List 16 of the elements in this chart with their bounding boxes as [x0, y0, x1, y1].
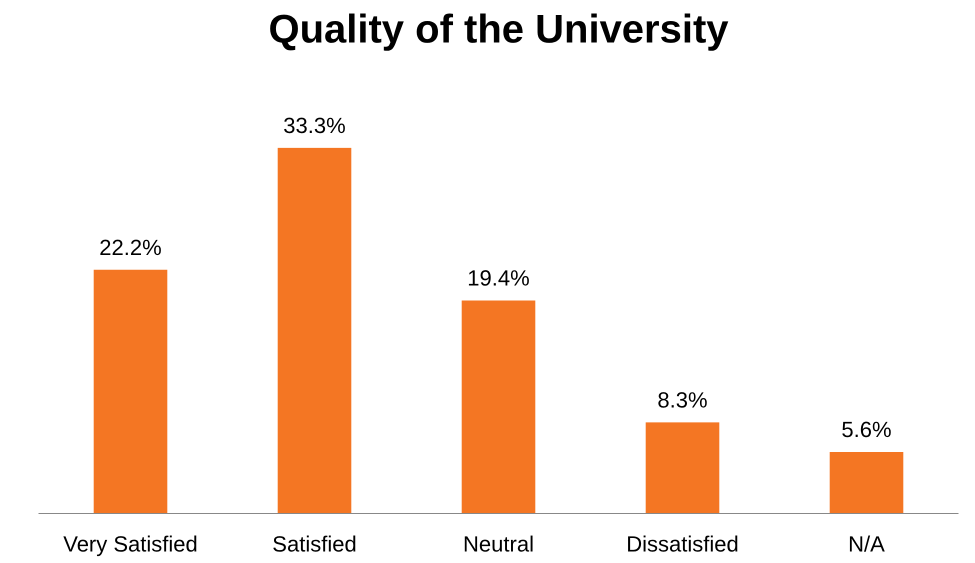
- bar: [94, 270, 168, 514]
- bar: [830, 452, 904, 514]
- x-tick-label: N/A: [848, 532, 886, 556]
- data-label: 22.2%: [99, 234, 162, 260]
- x-tick-label: Satisfied: [272, 532, 357, 556]
- data-label: 19.4%: [467, 266, 530, 291]
- bar: [462, 300, 536, 514]
- bar: [646, 422, 720, 514]
- chart-title: Quality of the University: [268, 8, 730, 52]
- bar: [278, 148, 352, 514]
- x-tick-label: Dissatisfied: [626, 532, 739, 556]
- data-label: 5.6%: [841, 417, 892, 442]
- data-label: 8.3%: [657, 387, 708, 412]
- x-tick-label: Neutral: [463, 532, 534, 556]
- x-tick-label: Very Satisfied: [63, 532, 198, 556]
- data-label: 33.3%: [283, 112, 346, 138]
